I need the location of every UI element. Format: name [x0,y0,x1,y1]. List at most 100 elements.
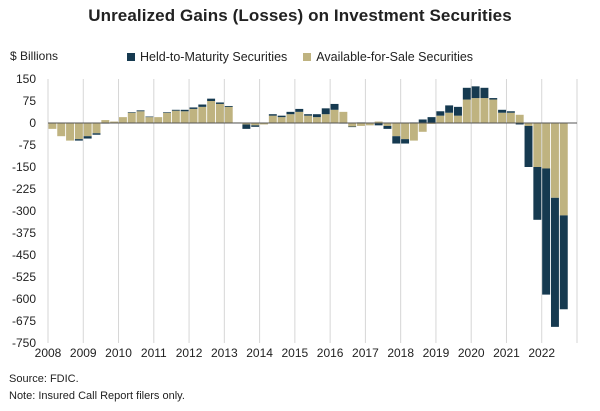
bar-htm [321,108,330,115]
bar-afs [57,123,66,137]
source-note: Source: FDIC. [9,373,79,385]
bar-htm [392,136,401,144]
legend-label-afs: Available-for-Sale Securities [316,50,474,64]
bar-afs [48,123,57,129]
bar-afs [312,117,321,123]
bar-afs [101,120,110,123]
bar-afs [409,123,418,141]
bar-htm [550,197,559,327]
bar-afs [189,108,198,123]
x-tick-label: 2013 [211,346,238,360]
x-tick-label: 2018 [387,346,414,360]
x-tick-label: 2010 [105,346,132,360]
bar-afs [180,111,189,123]
y-tick-label: 150 [16,72,36,86]
bar-afs [436,115,445,123]
bar-afs [110,121,119,123]
bar-htm [427,117,436,123]
bar-afs [515,114,524,123]
bar-afs [392,123,401,137]
bar-afs [145,117,154,123]
bar-afs [295,111,304,123]
bar-afs [445,112,454,123]
bar-afs [118,117,127,123]
bar-afs [74,123,83,140]
bar-afs [92,123,101,134]
bar-htm [480,87,489,99]
bar-htm [445,105,454,113]
bar-afs [559,123,568,216]
bar-afs [524,123,533,126]
x-tick-label: 2021 [493,346,520,360]
x-tick-label: 2017 [352,346,379,360]
bar-afs [454,115,462,123]
bar-afs [198,106,207,123]
x-tick-label: 2015 [282,346,309,360]
bar-htm [304,114,313,116]
bar-htm [224,105,233,107]
x-tick-label: 2020 [458,346,485,360]
x-tick-label: 2019 [423,346,450,360]
bar-afs [136,111,145,123]
bar-afs [242,123,251,125]
bar-afs [471,98,480,123]
bar-htm [83,136,92,139]
chart-title: Unrealized Gains (Losses) on Investment … [88,6,512,25]
legend-swatch-afs [303,53,312,61]
legend-label-htm: Held-to-Maturity Securities [140,50,288,64]
y-tick-label: -375 [12,226,36,240]
bar-htm [189,107,198,109]
bar-htm [524,125,533,167]
bar-htm [348,126,357,128]
bar-afs [498,112,507,123]
bar-htm [180,109,189,112]
bar-htm [515,123,524,125]
footnotes: Source: FDIC. Note: Insured Call Report … [9,371,185,405]
bar-afs [171,110,180,123]
bar-htm [74,139,83,141]
bar-htm [268,114,277,116]
bar-htm [383,125,392,129]
bar-htm [330,103,339,110]
bar-afs [506,112,515,123]
bar-afs [533,123,542,167]
bar-htm [163,112,171,113]
y-tick-label: -600 [12,292,36,306]
bar-htm [145,116,154,118]
bar-htm [207,98,216,101]
bar-afs [542,123,551,169]
bar-htm [92,133,101,135]
x-tick-label: 2022 [528,346,555,360]
bar-htm [277,115,286,118]
x-tick-label: 2012 [176,346,203,360]
bar-htm [506,111,515,113]
bar-afs [163,112,171,123]
bar-afs [268,115,277,123]
bar-htm [251,125,260,127]
bar-htm [454,106,462,116]
bar-afs [357,123,365,126]
bar-htm [242,124,251,129]
bar-htm [198,104,207,107]
bar-afs [224,106,233,123]
y-tick-label: -450 [12,248,36,262]
bar-htm [312,114,321,118]
bar-afs [550,123,559,198]
bar-afs [462,99,471,123]
x-tick-label: 2014 [246,346,273,360]
legend-item-afs: Available-for-Sale Securities [303,50,473,64]
legend-swatch-htm [127,53,135,61]
y-tick-label: -150 [12,160,36,174]
bar-afs [207,101,216,123]
y-tick-label: -225 [12,182,36,196]
bar-htm [295,108,304,112]
y-tick-label: -750 [12,336,36,350]
legend-item-htm: Held-to-Maturity Securities [127,50,287,64]
bar-afs [286,114,295,123]
bar-afs [365,123,374,126]
bar-afs [418,123,427,132]
bar-afs [330,109,339,123]
bar-htm [489,98,498,100]
